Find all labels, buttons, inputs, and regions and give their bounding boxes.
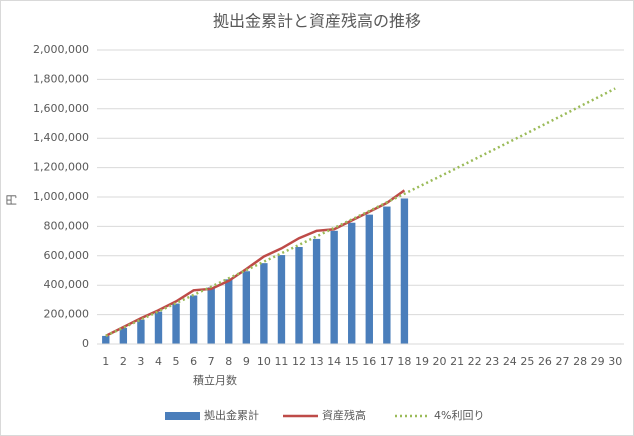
- x-tick-label: 15: [345, 355, 359, 368]
- bar: [137, 319, 145, 344]
- bar: [277, 255, 286, 344]
- x-tick-label: 25: [520, 355, 534, 368]
- line-series: [105, 87, 616, 338]
- bar: [207, 287, 215, 344]
- x-tick-label: 1: [102, 355, 109, 368]
- x-tick-label: 10: [257, 355, 271, 368]
- y-tick-label: 400,000: [44, 278, 90, 291]
- bar: [260, 263, 268, 344]
- bar: [365, 214, 373, 344]
- x-tick-label: 12: [292, 355, 306, 368]
- x-tick-label: 21: [450, 355, 464, 368]
- x-tick-label: 8: [225, 355, 232, 368]
- bar: [383, 206, 391, 344]
- x-tick-label: 24: [503, 355, 517, 368]
- bar: [119, 327, 128, 344]
- y-tick-label: 200,000: [44, 308, 90, 321]
- y-tick-label: 800,000: [44, 219, 90, 232]
- x-tick-label: 13: [310, 355, 324, 368]
- legend-label: 資産残高: [322, 408, 366, 422]
- y-tick-label: 2,000,000: [33, 43, 89, 56]
- x-tick-label: 27: [556, 355, 570, 368]
- y-tick-label: 1,800,000: [33, 72, 89, 85]
- bar: [154, 311, 163, 344]
- x-tick-label: 19: [415, 355, 429, 368]
- x-tick-label: 29: [591, 355, 605, 368]
- x-tick-label: 22: [468, 355, 482, 368]
- bar: [172, 303, 180, 344]
- x-tick-label: 30: [608, 355, 622, 368]
- bar: [348, 222, 356, 344]
- x-tick-label: 20: [433, 355, 447, 368]
- x-tick-label: 5: [173, 355, 180, 368]
- y-tick-label: 1,600,000: [33, 102, 89, 115]
- x-tick-label: 16: [362, 355, 376, 368]
- x-tick-label: 9: [243, 355, 250, 368]
- x-tick-label: 26: [538, 355, 552, 368]
- x-tick-label: 3: [137, 355, 144, 368]
- bar: [312, 238, 321, 344]
- y-tick-label: 1,000,000: [33, 190, 89, 203]
- y-tick-label: 0: [82, 337, 89, 350]
- legend-label: 拠出金累計: [204, 408, 259, 422]
- x-tick-label: 23: [485, 355, 499, 368]
- y-tick-label: 1,400,000: [33, 131, 89, 144]
- x-tick-label: 4: [155, 355, 162, 368]
- x-tick-label: 7: [208, 355, 215, 368]
- y-tick-label: 1,200,000: [33, 161, 89, 174]
- y-axis-label: 円: [5, 195, 18, 206]
- bar: [295, 246, 303, 344]
- x-tick-label: 17: [380, 355, 394, 368]
- x-axis-label: 積立月数: [193, 373, 237, 387]
- bar: [400, 198, 409, 344]
- chart-title: 拠出金累計と資産残高の推移: [213, 12, 421, 31]
- x-tick-label: 28: [573, 355, 587, 368]
- x-tick-label: 11: [274, 355, 288, 368]
- x-tick-label: 2: [120, 355, 127, 368]
- x-tick-label: 18: [397, 355, 411, 368]
- bar: [189, 295, 198, 344]
- bar: [225, 279, 233, 344]
- y-tick-label: 600,000: [44, 249, 90, 262]
- bar: [330, 230, 338, 344]
- bar: [242, 271, 251, 344]
- legend-swatch: [165, 412, 200, 420]
- legend-label: 4%利回り: [434, 409, 484, 422]
- bar: [102, 335, 110, 344]
- x-tick-label: 14: [327, 355, 341, 368]
- x-tick-label: 6: [190, 355, 197, 368]
